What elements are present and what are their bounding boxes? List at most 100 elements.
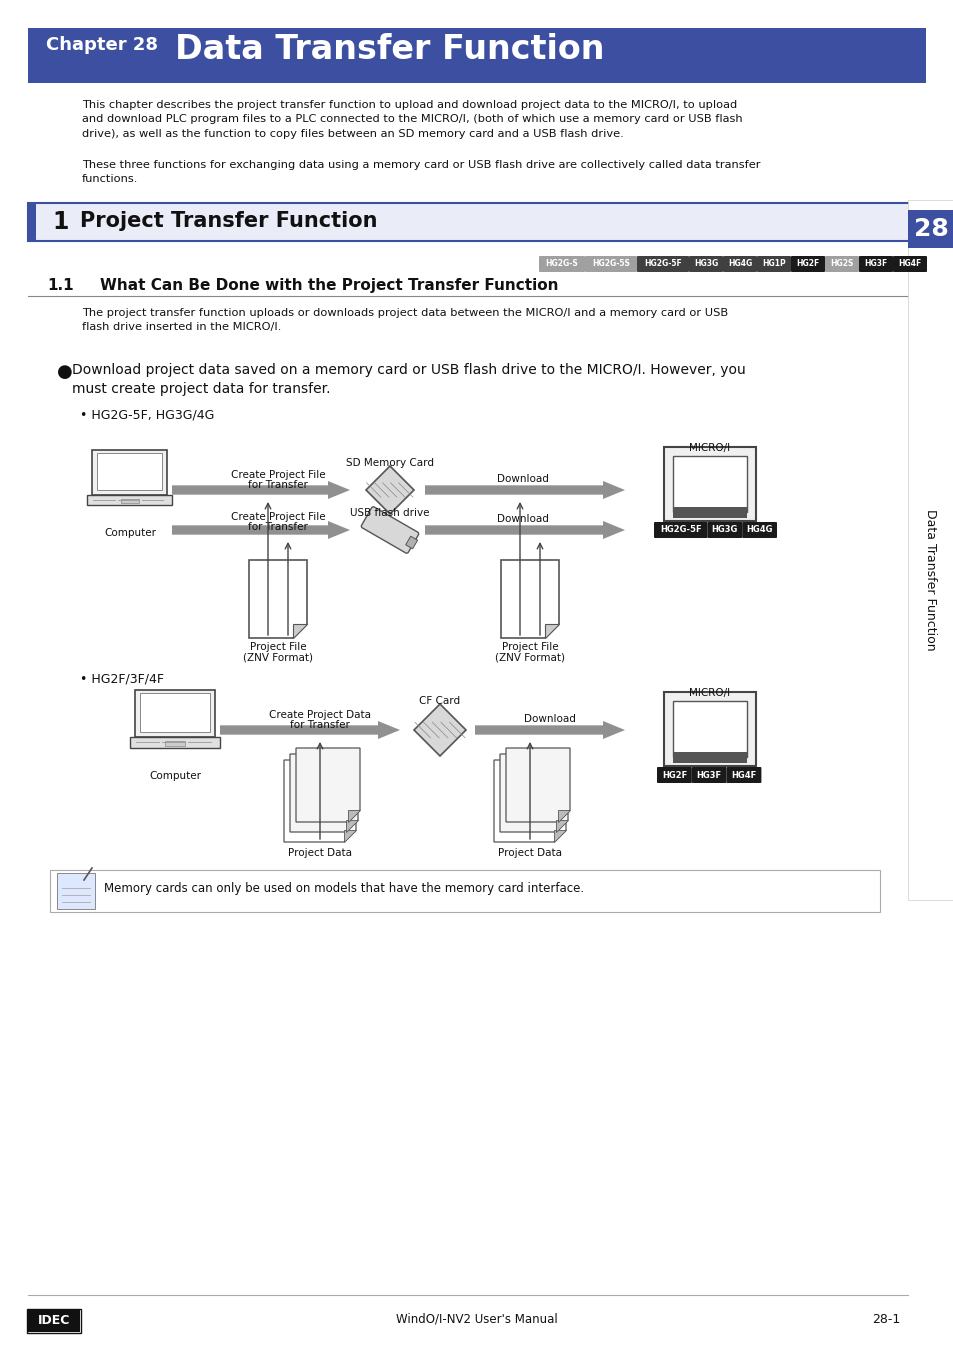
Text: Download: Download [497,474,548,485]
FancyBboxPatch shape [663,693,755,765]
Text: ●: ● [57,363,72,381]
Text: Project Transfer Function: Project Transfer Function [80,211,377,231]
FancyBboxPatch shape [28,202,925,242]
Text: HG3F: HG3F [696,771,721,779]
FancyBboxPatch shape [726,767,760,783]
Text: HG2S: HG2S [829,259,853,269]
Text: HG2G-S: HG2G-S [545,259,578,269]
Polygon shape [499,755,567,832]
Text: The project transfer function uploads or downloads project data between the MICR: The project transfer function uploads or… [82,308,727,332]
FancyBboxPatch shape [538,256,584,271]
Polygon shape [344,830,355,842]
Text: (ZNV Format): (ZNV Format) [495,652,564,662]
Text: HG2G-5S: HG2G-5S [592,259,629,269]
Text: for Transfer: for Transfer [290,720,350,730]
FancyBboxPatch shape [57,873,95,909]
Text: HG3G: HG3G [693,259,718,269]
Text: This chapter describes the project transfer function to upload and download proj: This chapter describes the project trans… [82,100,741,139]
FancyBboxPatch shape [97,452,162,490]
Text: for Transfer: for Transfer [248,522,308,532]
Text: HG1P: HG1P [761,259,785,269]
Polygon shape [558,810,569,822]
Polygon shape [475,721,624,738]
Polygon shape [249,560,307,639]
Polygon shape [544,624,558,639]
Polygon shape [554,830,565,842]
Text: Project Data: Project Data [288,848,352,859]
FancyBboxPatch shape [50,869,879,913]
Polygon shape [366,466,414,514]
Polygon shape [424,481,624,500]
Text: Chapter 28: Chapter 28 [46,36,158,54]
FancyBboxPatch shape [135,690,214,737]
FancyBboxPatch shape [741,522,776,539]
Text: Download project data saved on a memory card or USB flash drive to the MICRO/I. : Download project data saved on a memory … [71,363,745,397]
FancyBboxPatch shape [88,494,172,505]
Polygon shape [172,481,350,500]
FancyBboxPatch shape [637,256,688,271]
FancyBboxPatch shape [672,456,746,512]
Text: HG3G: HG3G [711,525,738,535]
Text: These three functions for exchanging data using a memory card or USB flash drive: These three functions for exchanging dat… [82,161,760,185]
FancyBboxPatch shape [657,767,691,783]
FancyBboxPatch shape [405,536,417,549]
FancyBboxPatch shape [824,256,858,271]
Polygon shape [348,810,359,822]
FancyBboxPatch shape [165,741,185,745]
Text: for Transfer: for Transfer [248,481,308,490]
Polygon shape [290,755,357,832]
FancyBboxPatch shape [858,256,892,271]
Text: • HG2G-5F, HG3G/4G: • HG2G-5F, HG3G/4G [80,408,214,421]
FancyBboxPatch shape [757,256,790,271]
FancyBboxPatch shape [361,506,418,554]
FancyBboxPatch shape [672,752,746,763]
Text: 28: 28 [913,217,947,242]
Text: HG4F: HG4F [898,259,921,269]
Text: SD Memory Card: SD Memory Card [346,458,434,468]
FancyBboxPatch shape [790,256,824,271]
Text: 1: 1 [52,211,69,234]
Polygon shape [284,760,355,842]
FancyBboxPatch shape [907,211,953,248]
FancyBboxPatch shape [722,256,757,271]
Text: 28-1: 28-1 [871,1314,899,1326]
FancyBboxPatch shape [691,767,726,783]
Polygon shape [293,624,307,639]
Text: HG2G-5F: HG2G-5F [659,525,700,535]
Text: Computer: Computer [149,771,201,782]
Polygon shape [494,760,565,842]
Text: 1.1: 1.1 [47,278,73,293]
Text: HG2F: HG2F [661,771,686,779]
Text: Project Data: Project Data [497,848,561,859]
Polygon shape [346,819,357,832]
FancyBboxPatch shape [140,693,210,732]
Text: Project File: Project File [501,643,558,652]
Text: Create Project Data: Create Project Data [269,710,371,720]
Polygon shape [172,521,350,539]
Text: Create Project File: Create Project File [231,512,325,522]
FancyBboxPatch shape [28,202,36,242]
Text: Create Project File: Create Project File [231,470,325,481]
Text: MICRO/I: MICRO/I [689,688,730,698]
FancyBboxPatch shape [28,28,925,82]
FancyBboxPatch shape [672,701,746,757]
Text: (ZNV Format): (ZNV Format) [243,652,313,662]
Text: What Can Be Done with the Project Transfer Function: What Can Be Done with the Project Transf… [100,278,558,293]
Polygon shape [414,703,465,756]
FancyBboxPatch shape [28,1310,80,1332]
Text: WindO/I-NV2 User's Manual: WindO/I-NV2 User's Manual [395,1314,558,1326]
Text: HG4G: HG4G [745,525,772,535]
Text: HG2F: HG2F [796,259,819,269]
Text: IDEC: IDEC [38,1315,71,1327]
Text: Download: Download [523,714,576,724]
Text: • HG2F/3F/4F: • HG2F/3F/4F [80,672,164,684]
Text: Memory cards can only be used on models that have the memory card interface.: Memory cards can only be used on models … [104,882,583,895]
Text: Project File: Project File [250,643,306,652]
FancyBboxPatch shape [707,522,741,539]
FancyBboxPatch shape [130,737,220,748]
Text: Data Transfer Function: Data Transfer Function [923,509,937,651]
Text: HG4G: HG4G [727,259,751,269]
Text: HG3F: HG3F [863,259,886,269]
Polygon shape [505,748,569,822]
Text: Data Transfer Function: Data Transfer Function [174,32,604,66]
